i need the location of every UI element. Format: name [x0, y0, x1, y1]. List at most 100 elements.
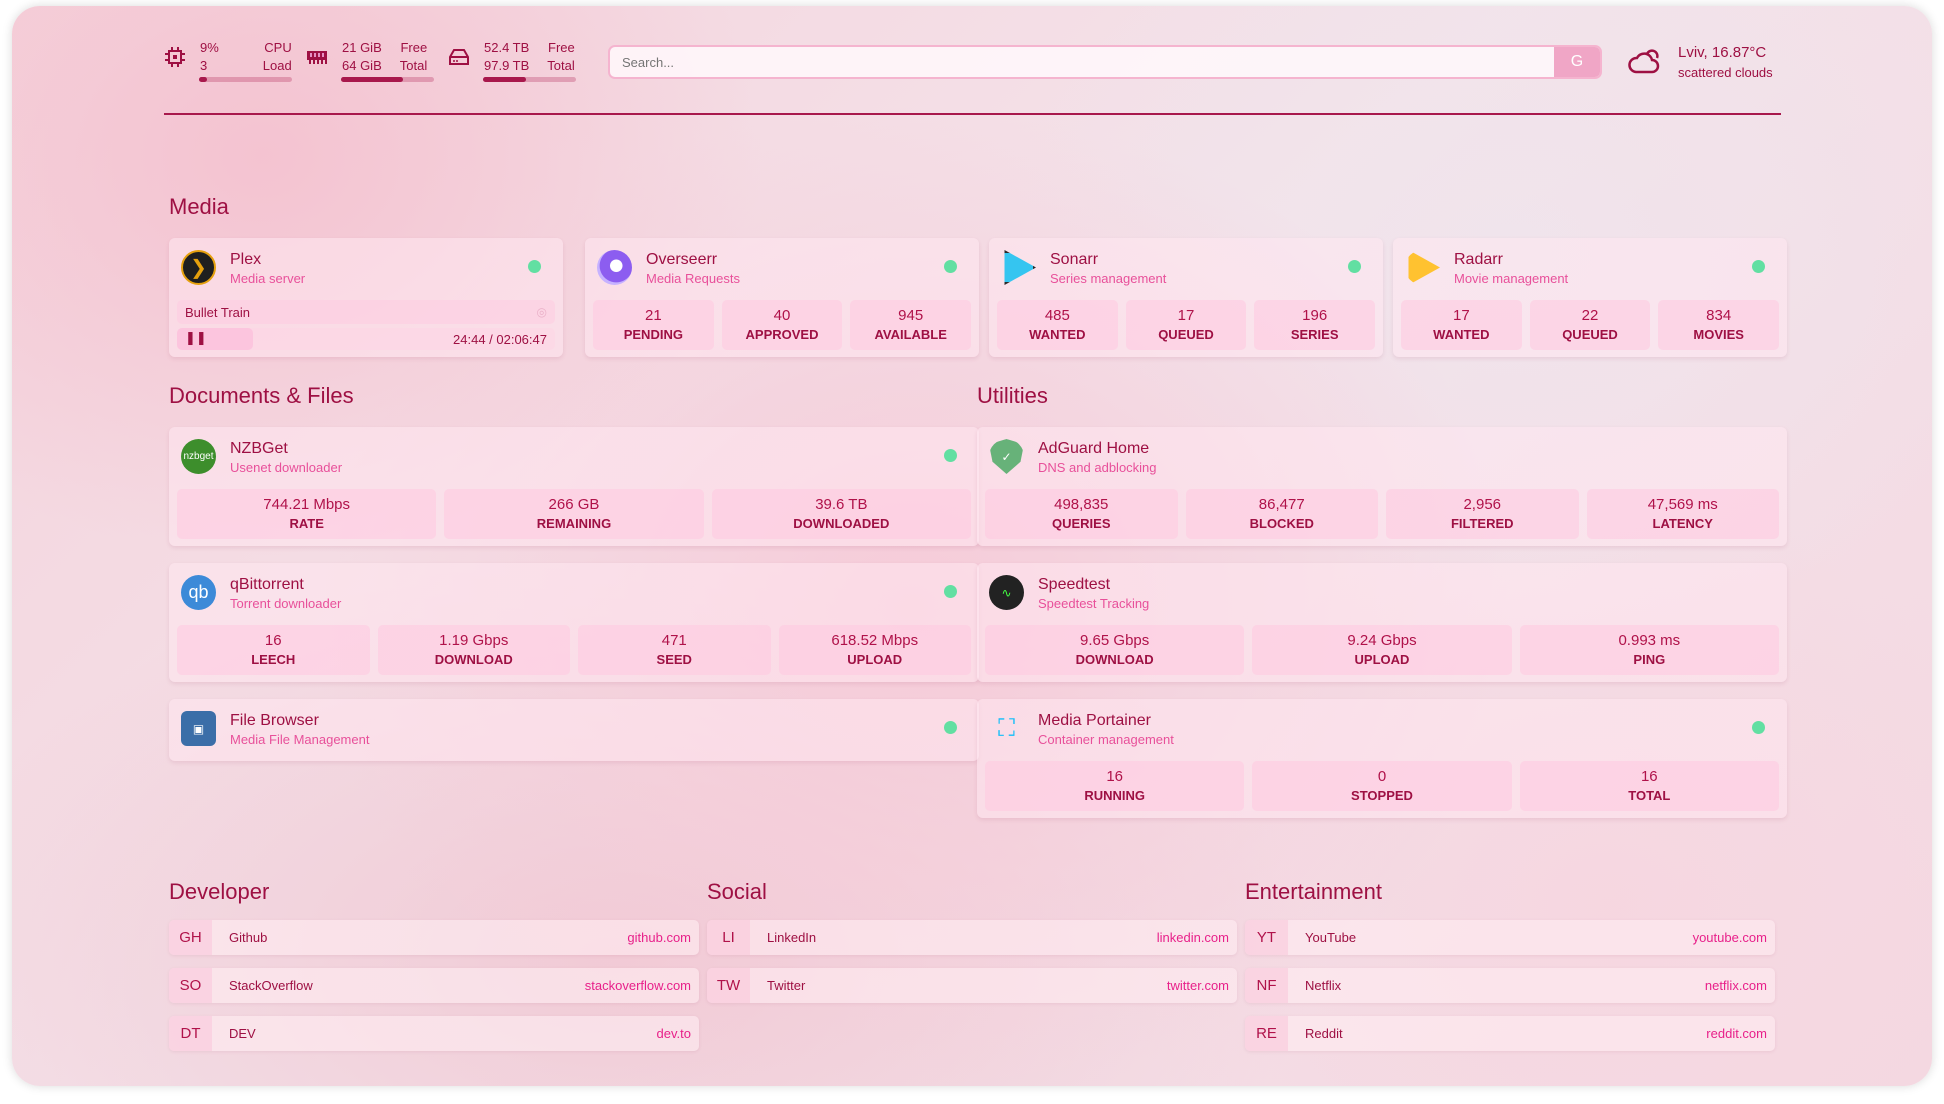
stat-block: 21 PENDING [593, 300, 714, 350]
cpu-label: CPU [264, 40, 292, 55]
dashboard: 9% CPU 3 Load 21 GiB Free 64 GiB Total 52.4 TB… [12, 6, 1932, 1086]
bookmark-stackoverflow[interactable]: SO StackOverflow stackoverflow.com [169, 968, 699, 1003]
stat-value: 9.24 Gbps [1347, 632, 1417, 649]
service-text: qBittorrent Torrent downloader [230, 575, 341, 613]
bookmark-reddit[interactable]: RE Reddit reddit.com [1245, 1016, 1775, 1051]
bookmark-name: Netflix [1305, 978, 1342, 993]
stat-value: 40 [773, 307, 791, 324]
service-description: Movie management [1454, 271, 1569, 286]
service-description: Usenet downloader [230, 460, 343, 475]
stat-label: FILTERED [1450, 516, 1514, 531]
bookmark-group-social: LI LinkedIn linkedin.com TW Twitter twitter.c… [707, 920, 1237, 1060]
total-label: Total [399, 58, 428, 73]
nzbget-icon: nzbget [181, 439, 216, 474]
stat-label: DOWNLOAD [434, 652, 513, 667]
service-card-speedtest[interactable]: ∿ Speedtest Speedtest Tracking 9.65 Gbps DOW… [977, 563, 1787, 682]
card-header: ∿ Speedtest Speedtest Tracking [989, 575, 1149, 613]
bookmark-linkedin[interactable]: LI LinkedIn linkedin.com [707, 920, 1237, 955]
search-provider-button[interactable]: G [1554, 47, 1600, 77]
bookmark-url[interactable]: linkedin.com [1156, 930, 1229, 945]
stat-value: 2,956 [1463, 496, 1502, 513]
load-label: Load [262, 58, 292, 73]
stat-block: 744.21 Mbps RATE [177, 489, 437, 539]
bookmark-group-developer: GH Github github.com SO StackOverflow stackov… [169, 920, 699, 1060]
status-dot [1752, 260, 1765, 273]
bookmark-twitter[interactable]: TW Twitter twitter.com [707, 968, 1237, 1003]
stat-label: TOTAL [1628, 788, 1671, 803]
service-description: Container management [1038, 732, 1174, 747]
bookmark-netflix[interactable]: NF Netflix netflix.com [1245, 968, 1775, 1003]
stat-value: 196 [1302, 307, 1328, 324]
service-stats: 16 RUNNING 0 STOPPED 16 TOTAL [985, 761, 1779, 811]
bookmark-url[interactable]: dev.to [656, 1026, 691, 1041]
stat-block: 618.52 Mbps UPLOAD [778, 625, 971, 675]
bookmark-name: Twitter [767, 978, 806, 993]
stat-label: WANTED [1433, 327, 1490, 342]
service-card-file-browser[interactable]: ▣ File Browser Media File Management [169, 699, 979, 761]
stat-label: BLOCKED [1249, 516, 1314, 531]
speedtest-icon: ∿ [989, 575, 1024, 610]
service-card-adguard-home[interactable]: ✓ AdGuard Home DNS and adblocking 498,835 QU… [977, 427, 1787, 546]
player-icon: ◎ [536, 305, 547, 319]
service-card-nzbget[interactable]: nzbget NZBGet Usenet downloader 744.21 Mbps… [169, 427, 979, 546]
stat-value: 945 [898, 307, 924, 324]
stat-label: REMAINING [536, 516, 612, 531]
stat-value: 86,477 [1258, 496, 1305, 513]
service-card-sonarr[interactable]: Sonarr Series management 485 WANTED 17 QUEUED… [989, 238, 1383, 357]
stat-block: 47,569 ms LATENCY [1586, 489, 1779, 539]
search-input[interactable] [608, 45, 1602, 79]
service-name: Media Portainer [1038, 712, 1151, 729]
disk-free: 52.4 TB [484, 40, 530, 55]
bookmark-url[interactable]: stackoverflow.com [584, 978, 691, 993]
header-divider [164, 113, 1781, 115]
card-header: qb qBittorrent Torrent downloader [181, 575, 341, 613]
service-name: AdGuard Home [1038, 440, 1150, 457]
bookmark-dev[interactable]: DT DEV dev.to [169, 1016, 699, 1051]
bookmark-url[interactable]: reddit.com [1706, 1026, 1767, 1041]
service-card-media-portainer[interactable]: ⛶ Media Portainer Container management 16 RU… [977, 699, 1787, 818]
stat-block: 945 AVAILABLE [850, 300, 972, 350]
service-card-plex[interactable]: ❯ Plex Media server Bullet Train ◎ ❚❚ 24:… [169, 238, 563, 357]
qbittorrent-icon: qb [181, 575, 216, 610]
bookmark-group-entertainment: YT YouTube youtube.com NF Netflix netflix.com… [1245, 920, 1775, 1060]
adguard-shield-icon: ✓ [989, 439, 1024, 474]
bookmark-url[interactable]: youtube.com [1692, 930, 1767, 945]
section-title-documents: Documents & Files [169, 383, 354, 408]
stat-value: 471 [661, 632, 687, 649]
service-name: qBittorrent [230, 576, 304, 593]
cpu-usage: 9% [200, 40, 219, 55]
status-dot [944, 721, 957, 734]
free-label: Free [548, 40, 575, 55]
bookmark-url[interactable]: github.com [627, 930, 691, 945]
disk-bar [483, 77, 576, 82]
pause-icon[interactable]: ❚❚ [185, 330, 207, 345]
status-dot [1348, 260, 1361, 273]
stat-label: UPLOAD [847, 652, 903, 667]
stat-block: 266 GB REMAINING [444, 489, 704, 539]
bookmark-github[interactable]: GH Github github.com [169, 920, 699, 955]
service-card-overseerr[interactable]: Overseerr Media Requests 21 PENDING 40 APPROV… [585, 238, 979, 357]
stat-value: 9.65 Gbps [1080, 632, 1150, 649]
cloud-sun-icon [1628, 49, 1660, 74]
service-stats: 9.65 Gbps DOWNLOAD 9.24 Gbps UPLOAD 0.993 ms… [985, 625, 1779, 675]
bookmark-abbr: RE [1245, 1016, 1288, 1051]
stat-label: WANTED [1029, 327, 1086, 342]
stat-block: 39.6 TB DOWNLOADED [711, 489, 971, 539]
stat-block: 40 APPROVED [721, 300, 843, 350]
bookmark-url[interactable]: netflix.com [1704, 978, 1767, 993]
stat-block: 17 WANTED [1401, 300, 1522, 350]
service-card-qbittorrent[interactable]: qb qBittorrent Torrent downloader 16 LEECH 1.… [169, 563, 979, 682]
bookmark-abbr: GH [169, 920, 212, 955]
service-card-radarr[interactable]: Radarr Movie management 17 WANTED 22 QUEUED 83… [1393, 238, 1787, 357]
stat-label: RATE [289, 516, 324, 531]
bookmark-youtube[interactable]: YT YouTube youtube.com [1245, 920, 1775, 955]
service-text: Overseerr Media Requests [646, 250, 740, 288]
service-description: Media File Management [230, 732, 370, 747]
stat-block: 16 RUNNING [985, 761, 1245, 811]
bookmark-url[interactable]: twitter.com [1166, 978, 1229, 993]
stat-block: 17 QUEUED [1125, 300, 1247, 350]
playback-bar[interactable]: ❚❚ 24:44 / 02:06:47 [177, 328, 555, 350]
total-label: Total [547, 58, 575, 73]
weather-location: Lviv, 16.87°C [1678, 44, 1767, 61]
stat-value: 21 [644, 307, 662, 324]
